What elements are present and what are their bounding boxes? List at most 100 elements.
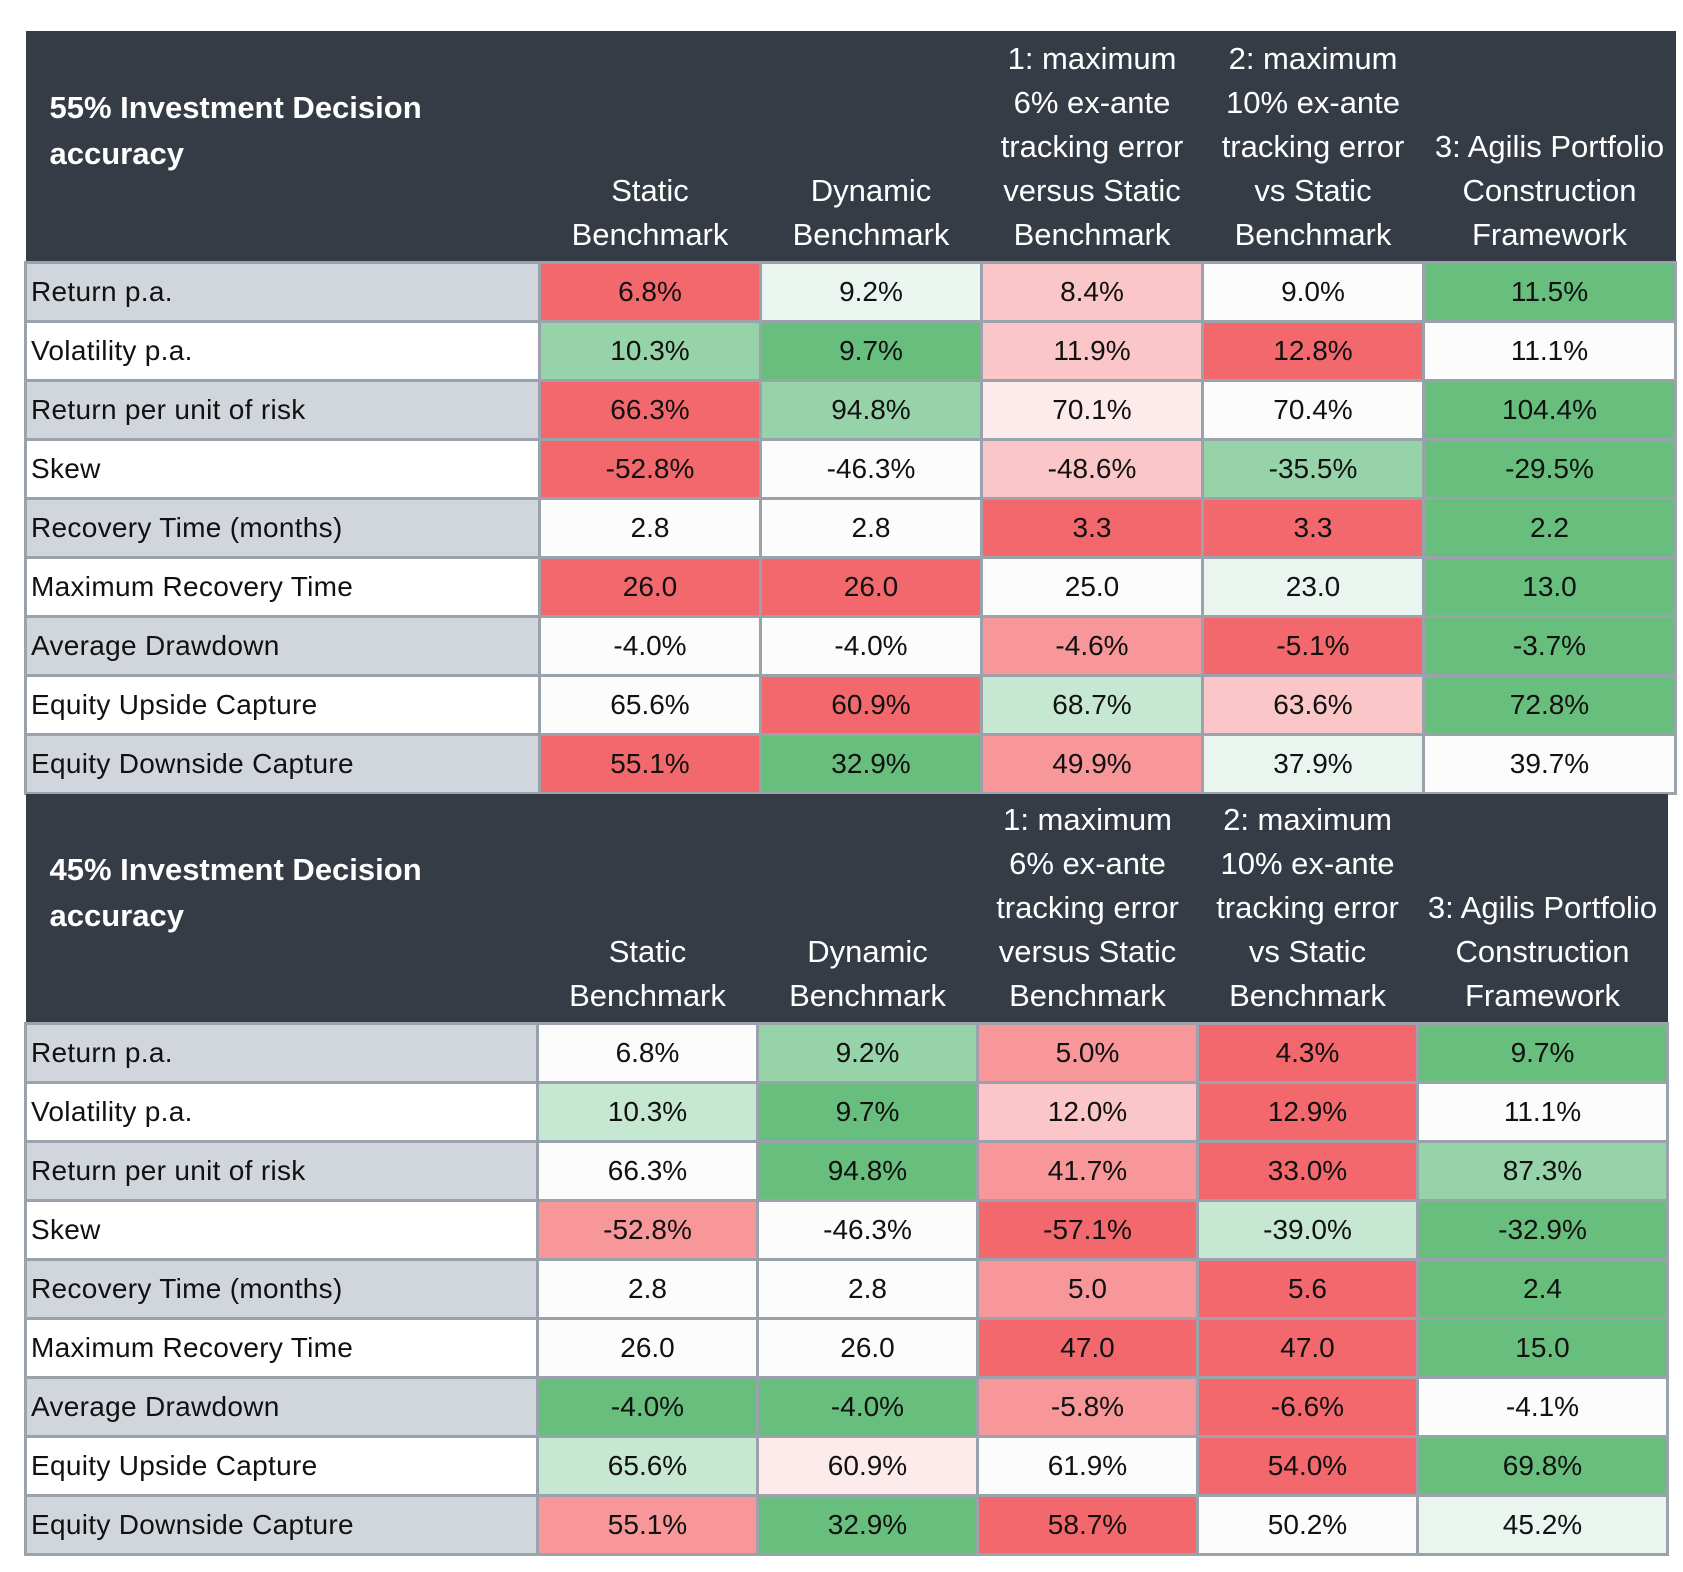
cell-value: 65.6%: [538, 673, 762, 736]
table-row: Equity Upside Capture 65.6% 60.9% 61.9% …: [24, 1434, 1669, 1497]
cell-value: -46.3%: [756, 1198, 979, 1261]
column-header-agilis-framework: 3: Agilis Portfolio Construction Framewo…: [1423, 31, 1676, 262]
cell-value: 10.3%: [536, 1080, 759, 1143]
cell-value: 70.1%: [980, 378, 1204, 441]
row-label: Recovery Time (months): [24, 1257, 539, 1320]
cell-value: -4.0%: [538, 614, 762, 677]
cell-value: 6.8%: [536, 1021, 759, 1084]
accuracy-45-table: 45% Investment Decision accuracy Static …: [24, 794, 1669, 1556]
cell-value: 5.0: [976, 1257, 1199, 1320]
table-row: Maximum Recovery Time 26.0 26.0 25.0 23.…: [24, 555, 1677, 618]
row-label: Return p.a.: [24, 1021, 539, 1084]
table-row: Average Drawdown -4.0% -4.0% -4.6% -5.1%…: [24, 614, 1677, 677]
cell-value: 2.8: [759, 496, 983, 559]
table-row: Return per unit of risk 66.3% 94.8% 70.1…: [24, 378, 1677, 441]
cell-value: 66.3%: [538, 378, 762, 441]
cell-value: 26.0: [759, 555, 983, 618]
row-label: Average Drawdown: [24, 614, 541, 677]
cell-value: 9.2%: [756, 1021, 979, 1084]
row-label: Average Drawdown: [24, 1375, 539, 1438]
table-row: Average Drawdown -4.0% -4.0% -5.8% -6.6%…: [24, 1375, 1669, 1438]
cell-value: 12.9%: [1196, 1080, 1419, 1143]
cell-value: 72.8%: [1422, 673, 1677, 736]
cell-value: 26.0: [756, 1316, 979, 1379]
cell-value: -3.7%: [1422, 614, 1677, 677]
cell-value: -46.3%: [759, 437, 983, 500]
column-header-dynamic-benchmark: Dynamic Benchmark: [760, 31, 982, 262]
cell-value: -57.1%: [976, 1198, 1199, 1261]
cell-value: 11.5%: [1422, 260, 1677, 323]
cell-value: 3.3: [980, 496, 1204, 559]
cell-value: 65.6%: [536, 1434, 759, 1497]
cell-value: 70.4%: [1201, 378, 1425, 441]
cell-value: 47.0: [976, 1316, 1199, 1379]
cell-value: 2.8: [538, 496, 762, 559]
table-header-row: 45% Investment Decision accuracy Static …: [25, 794, 1668, 1023]
cell-value: -29.5%: [1422, 437, 1677, 500]
table-row: Volatility p.a. 10.3% 9.7% 12.0% 12.9% 1…: [24, 1080, 1669, 1143]
table-row: Equity Upside Capture 65.6% 60.9% 68.7% …: [24, 673, 1677, 736]
cell-value: -5.8%: [976, 1375, 1199, 1438]
row-label: Equity Downside Capture: [24, 732, 541, 795]
cell-value: 9.0%: [1201, 260, 1425, 323]
column-header-static-benchmark: Static Benchmark: [539, 31, 761, 262]
cell-value: 60.9%: [759, 673, 983, 736]
cell-value: 26.0: [538, 555, 762, 618]
cell-value: 23.0: [1201, 555, 1425, 618]
row-label: Maximum Recovery Time: [24, 1316, 539, 1379]
cell-value: 66.3%: [536, 1139, 759, 1202]
cell-value: -52.8%: [538, 437, 762, 500]
cell-value: 4.3%: [1196, 1021, 1419, 1084]
cell-value: 41.7%: [976, 1139, 1199, 1202]
cell-value: 45.2%: [1416, 1493, 1669, 1556]
table-caption: 45% Investment Decision accuracy: [25, 794, 538, 1023]
column-header-dynamic-benchmark: Dynamic Benchmark: [757, 794, 978, 1023]
cell-value: 87.3%: [1416, 1139, 1669, 1202]
cell-value: 9.7%: [756, 1080, 979, 1143]
cell-value: 3.3: [1201, 496, 1425, 559]
table-row: Return p.a. 6.8% 9.2% 8.4% 9.0% 11.5%: [24, 260, 1677, 323]
cell-value: 104.4%: [1422, 378, 1677, 441]
table-row: Skew -52.8% -46.3% -48.6% -35.5% -29.5%: [24, 437, 1677, 500]
table-header-row: 55% Investment Decision accuracy Static …: [25, 31, 1676, 262]
cell-value: 50.2%: [1196, 1493, 1419, 1556]
cell-value: 60.9%: [756, 1434, 979, 1497]
row-label: Skew: [24, 1198, 539, 1261]
cell-value: 15.0: [1416, 1316, 1669, 1379]
accuracy-55-table: 55% Investment Decision accuracy Static …: [24, 31, 1677, 795]
cell-value: -48.6%: [980, 437, 1204, 500]
cell-value: 9.7%: [1416, 1021, 1669, 1084]
cell-value: -32.9%: [1416, 1198, 1669, 1261]
cell-value: 58.7%: [976, 1493, 1199, 1556]
cell-value: 2.8: [536, 1257, 759, 1320]
cell-value: -4.0%: [759, 614, 983, 677]
table-row: Return per unit of risk 66.3% 94.8% 41.7…: [24, 1139, 1669, 1202]
cell-value: -6.6%: [1196, 1375, 1419, 1438]
row-label: Return per unit of risk: [24, 378, 541, 441]
cell-value: 49.9%: [980, 732, 1204, 795]
cell-value: 11.9%: [980, 319, 1204, 382]
table-row: Maximum Recovery Time 26.0 26.0 47.0 47.…: [24, 1316, 1669, 1379]
cell-value: -52.8%: [536, 1198, 759, 1261]
cell-value: 94.8%: [756, 1139, 979, 1202]
row-label: Skew: [24, 437, 541, 500]
cell-value: -4.0%: [536, 1375, 759, 1438]
cell-value: 10.3%: [538, 319, 762, 382]
cell-value: -39.0%: [1196, 1198, 1419, 1261]
cell-value: 2.4: [1416, 1257, 1669, 1320]
row-label: Volatility p.a.: [24, 1080, 539, 1143]
cell-value: 61.9%: [976, 1434, 1199, 1497]
cell-value: 12.0%: [976, 1080, 1199, 1143]
cell-value: 6.8%: [538, 260, 762, 323]
cell-value: 13.0: [1422, 555, 1677, 618]
cell-value: -4.1%: [1416, 1375, 1669, 1438]
row-label: Equity Upside Capture: [24, 673, 541, 736]
column-header-6pct-tracking-error: 1: maximum 6% ex-ante tracking error ver…: [981, 31, 1203, 262]
cell-value: 55.1%: [536, 1493, 759, 1556]
row-label: Equity Upside Capture: [24, 1434, 539, 1497]
cell-value: 9.2%: [759, 260, 983, 323]
cell-value: 63.6%: [1201, 673, 1425, 736]
row-label: Volatility p.a.: [24, 319, 541, 382]
cell-value: 9.7%: [759, 319, 983, 382]
cell-value: 2.8: [756, 1257, 979, 1320]
